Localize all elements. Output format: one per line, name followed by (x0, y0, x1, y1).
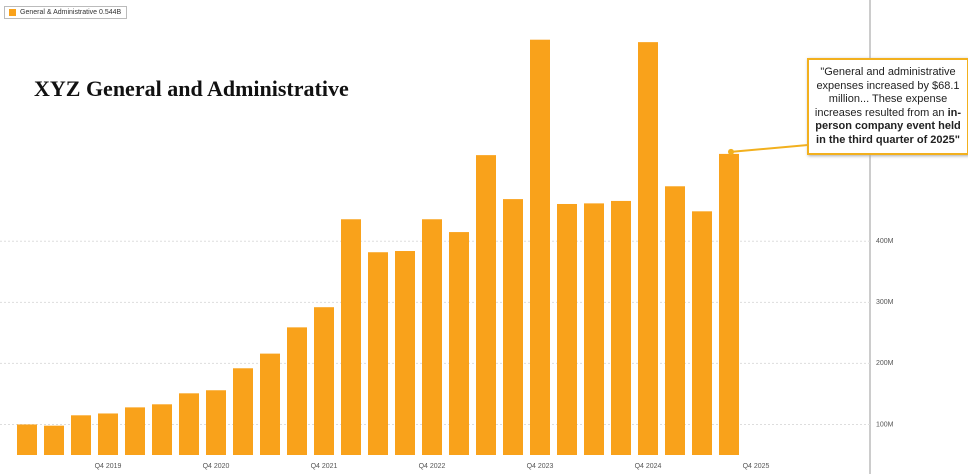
bar (395, 251, 415, 455)
x-tick-label: Q4 2025 (743, 463, 770, 470)
annotation-connector (730, 144, 809, 153)
x-tick-label: Q4 2021 (311, 463, 338, 470)
bar (719, 153, 739, 455)
bar (449, 232, 469, 455)
y-tick-label: 100M (876, 421, 894, 428)
legend-label: General & Administrative 0.544B (20, 9, 122, 16)
bar (638, 42, 658, 456)
bar (476, 155, 496, 456)
bar (71, 415, 91, 455)
bar (17, 424, 37, 455)
bar (179, 393, 199, 455)
annotation-dot (728, 148, 734, 155)
bar (341, 219, 361, 455)
bar (44, 425, 64, 455)
x-tick-label: Q4 2022 (419, 463, 446, 470)
bar (98, 413, 118, 455)
bar (665, 186, 685, 456)
y-tick-label: 400M (876, 238, 894, 245)
bar (368, 252, 388, 455)
bar (152, 404, 172, 455)
x-tick-label: Q4 2020 (203, 463, 230, 470)
annotation-text: "General and administrative expenses inc… (814, 66, 960, 119)
bar (611, 200, 631, 455)
bar (260, 353, 280, 455)
annotation-bold: in-person company event held in the thir… (815, 106, 962, 146)
bar (125, 407, 145, 455)
bar (314, 307, 334, 455)
bar (503, 199, 523, 455)
x-tick-label: Q4 2019 (95, 463, 122, 470)
legend: General & Administrative 0.544B (4, 6, 128, 19)
x-tick-label: Q4 2023 (527, 463, 554, 470)
bar (530, 39, 550, 455)
chart-title: XYZ General and Administrative (34, 76, 349, 101)
bar (422, 219, 442, 455)
bar (287, 327, 307, 455)
x-tick-label: Q4 2024 (635, 463, 662, 470)
bar (206, 390, 226, 455)
bar (584, 203, 604, 455)
bar (233, 368, 253, 455)
bar (692, 211, 712, 455)
legend-swatch (9, 9, 16, 16)
y-tick-label: 200M (876, 360, 894, 367)
bar (557, 203, 577, 455)
y-tick-label: 300M (876, 299, 894, 306)
annotation: "General and administrative expenses inc… (807, 58, 968, 155)
